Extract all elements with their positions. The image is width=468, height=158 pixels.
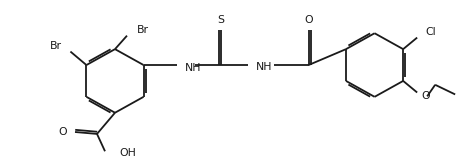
Text: Br: Br [137,25,149,35]
Text: NH: NH [184,63,201,73]
Text: O: O [421,91,430,101]
Text: O: O [58,127,67,137]
Text: Cl: Cl [425,27,436,37]
Text: O: O [304,15,313,25]
Text: S: S [218,15,225,25]
Text: NH: NH [256,62,272,72]
Text: OH: OH [119,148,136,158]
Text: Br: Br [50,41,61,51]
